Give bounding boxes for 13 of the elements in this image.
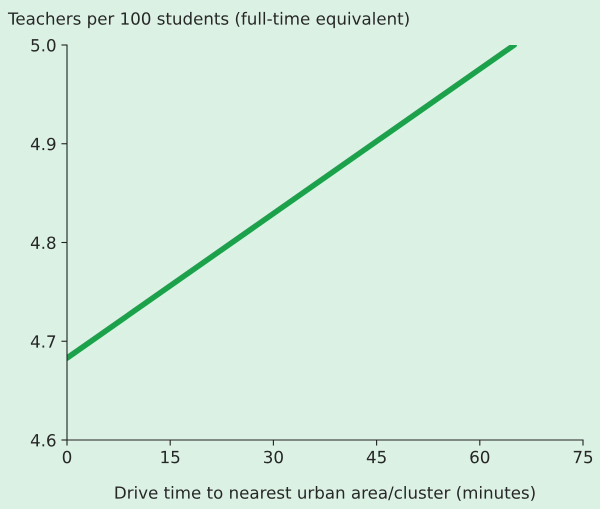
y-tick-label: 4.6	[30, 434, 56, 447]
x-axis-title: Drive time to nearest urban area/cluster (minutes)	[116, 486, 535, 501]
y-tick-label: 4.8	[30, 236, 56, 250]
x-tick-label: 75	[574, 450, 592, 464]
x-tick-label: 60	[470, 450, 490, 464]
y-tick-label: 4.9	[30, 138, 56, 150]
y-axis-title: Teachers per 100 students (full-time equivalent)	[8, 12, 409, 28]
x-tick-label: 30	[264, 450, 283, 464]
x-tick-label: 15	[161, 450, 180, 464]
x-tick-label: 45	[366, 450, 386, 464]
x-tick-label: 0	[62, 450, 72, 464]
y-tick-label: 4.7	[30, 335, 56, 348]
y-tick-label: 5.0	[31, 38, 56, 52]
